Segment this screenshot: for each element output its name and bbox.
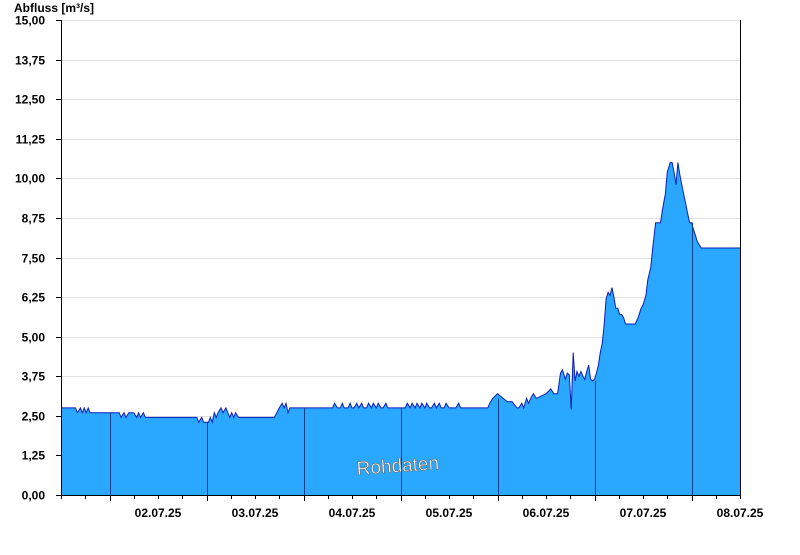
x-tick-label: 05.07.25 xyxy=(426,506,473,520)
y-tick-label: 3,75 xyxy=(22,370,46,384)
y-tick-label: 10,00 xyxy=(15,172,45,186)
y-axis-label: Abfluss [m³/s] xyxy=(14,1,95,15)
x-tick-label: 03.07.25 xyxy=(232,506,279,520)
y-tick-label: 1,25 xyxy=(22,449,46,463)
y-tick-label: 7,50 xyxy=(22,252,46,266)
y-tick-label: 5,00 xyxy=(22,331,46,345)
x-tick-label: 02.07.25 xyxy=(135,506,182,520)
y-tick-label: 13,75 xyxy=(15,54,45,68)
x-tick-label: 04.07.25 xyxy=(329,506,376,520)
y-tick-label: 0,00 xyxy=(22,489,46,503)
y-tick-label: 11,25 xyxy=(16,133,46,147)
x-tick-label: 06.07.25 xyxy=(523,506,570,520)
x-tick-label: 07.07.25 xyxy=(620,506,667,520)
y-tick-label: 6,25 xyxy=(22,291,46,305)
grid-layer xyxy=(61,20,740,456)
area-layer xyxy=(61,162,740,495)
axis-layer: 0,00 1,25 2,50 3,75 5,00 6,25 7,50 8,75 10,00 11,… xyxy=(15,14,764,521)
x-tick-label: 08.07.25 xyxy=(717,506,764,520)
y-tick-label: 2,50 xyxy=(22,410,46,424)
y-tick-label: 8,75 xyxy=(22,212,46,226)
discharge-line xyxy=(61,162,740,424)
discharge-area xyxy=(61,162,740,495)
y-tick-label: 12,50 xyxy=(15,93,45,107)
y-tick-label: 15,00 xyxy=(15,14,45,28)
day-separator-layer xyxy=(110,222,693,495)
